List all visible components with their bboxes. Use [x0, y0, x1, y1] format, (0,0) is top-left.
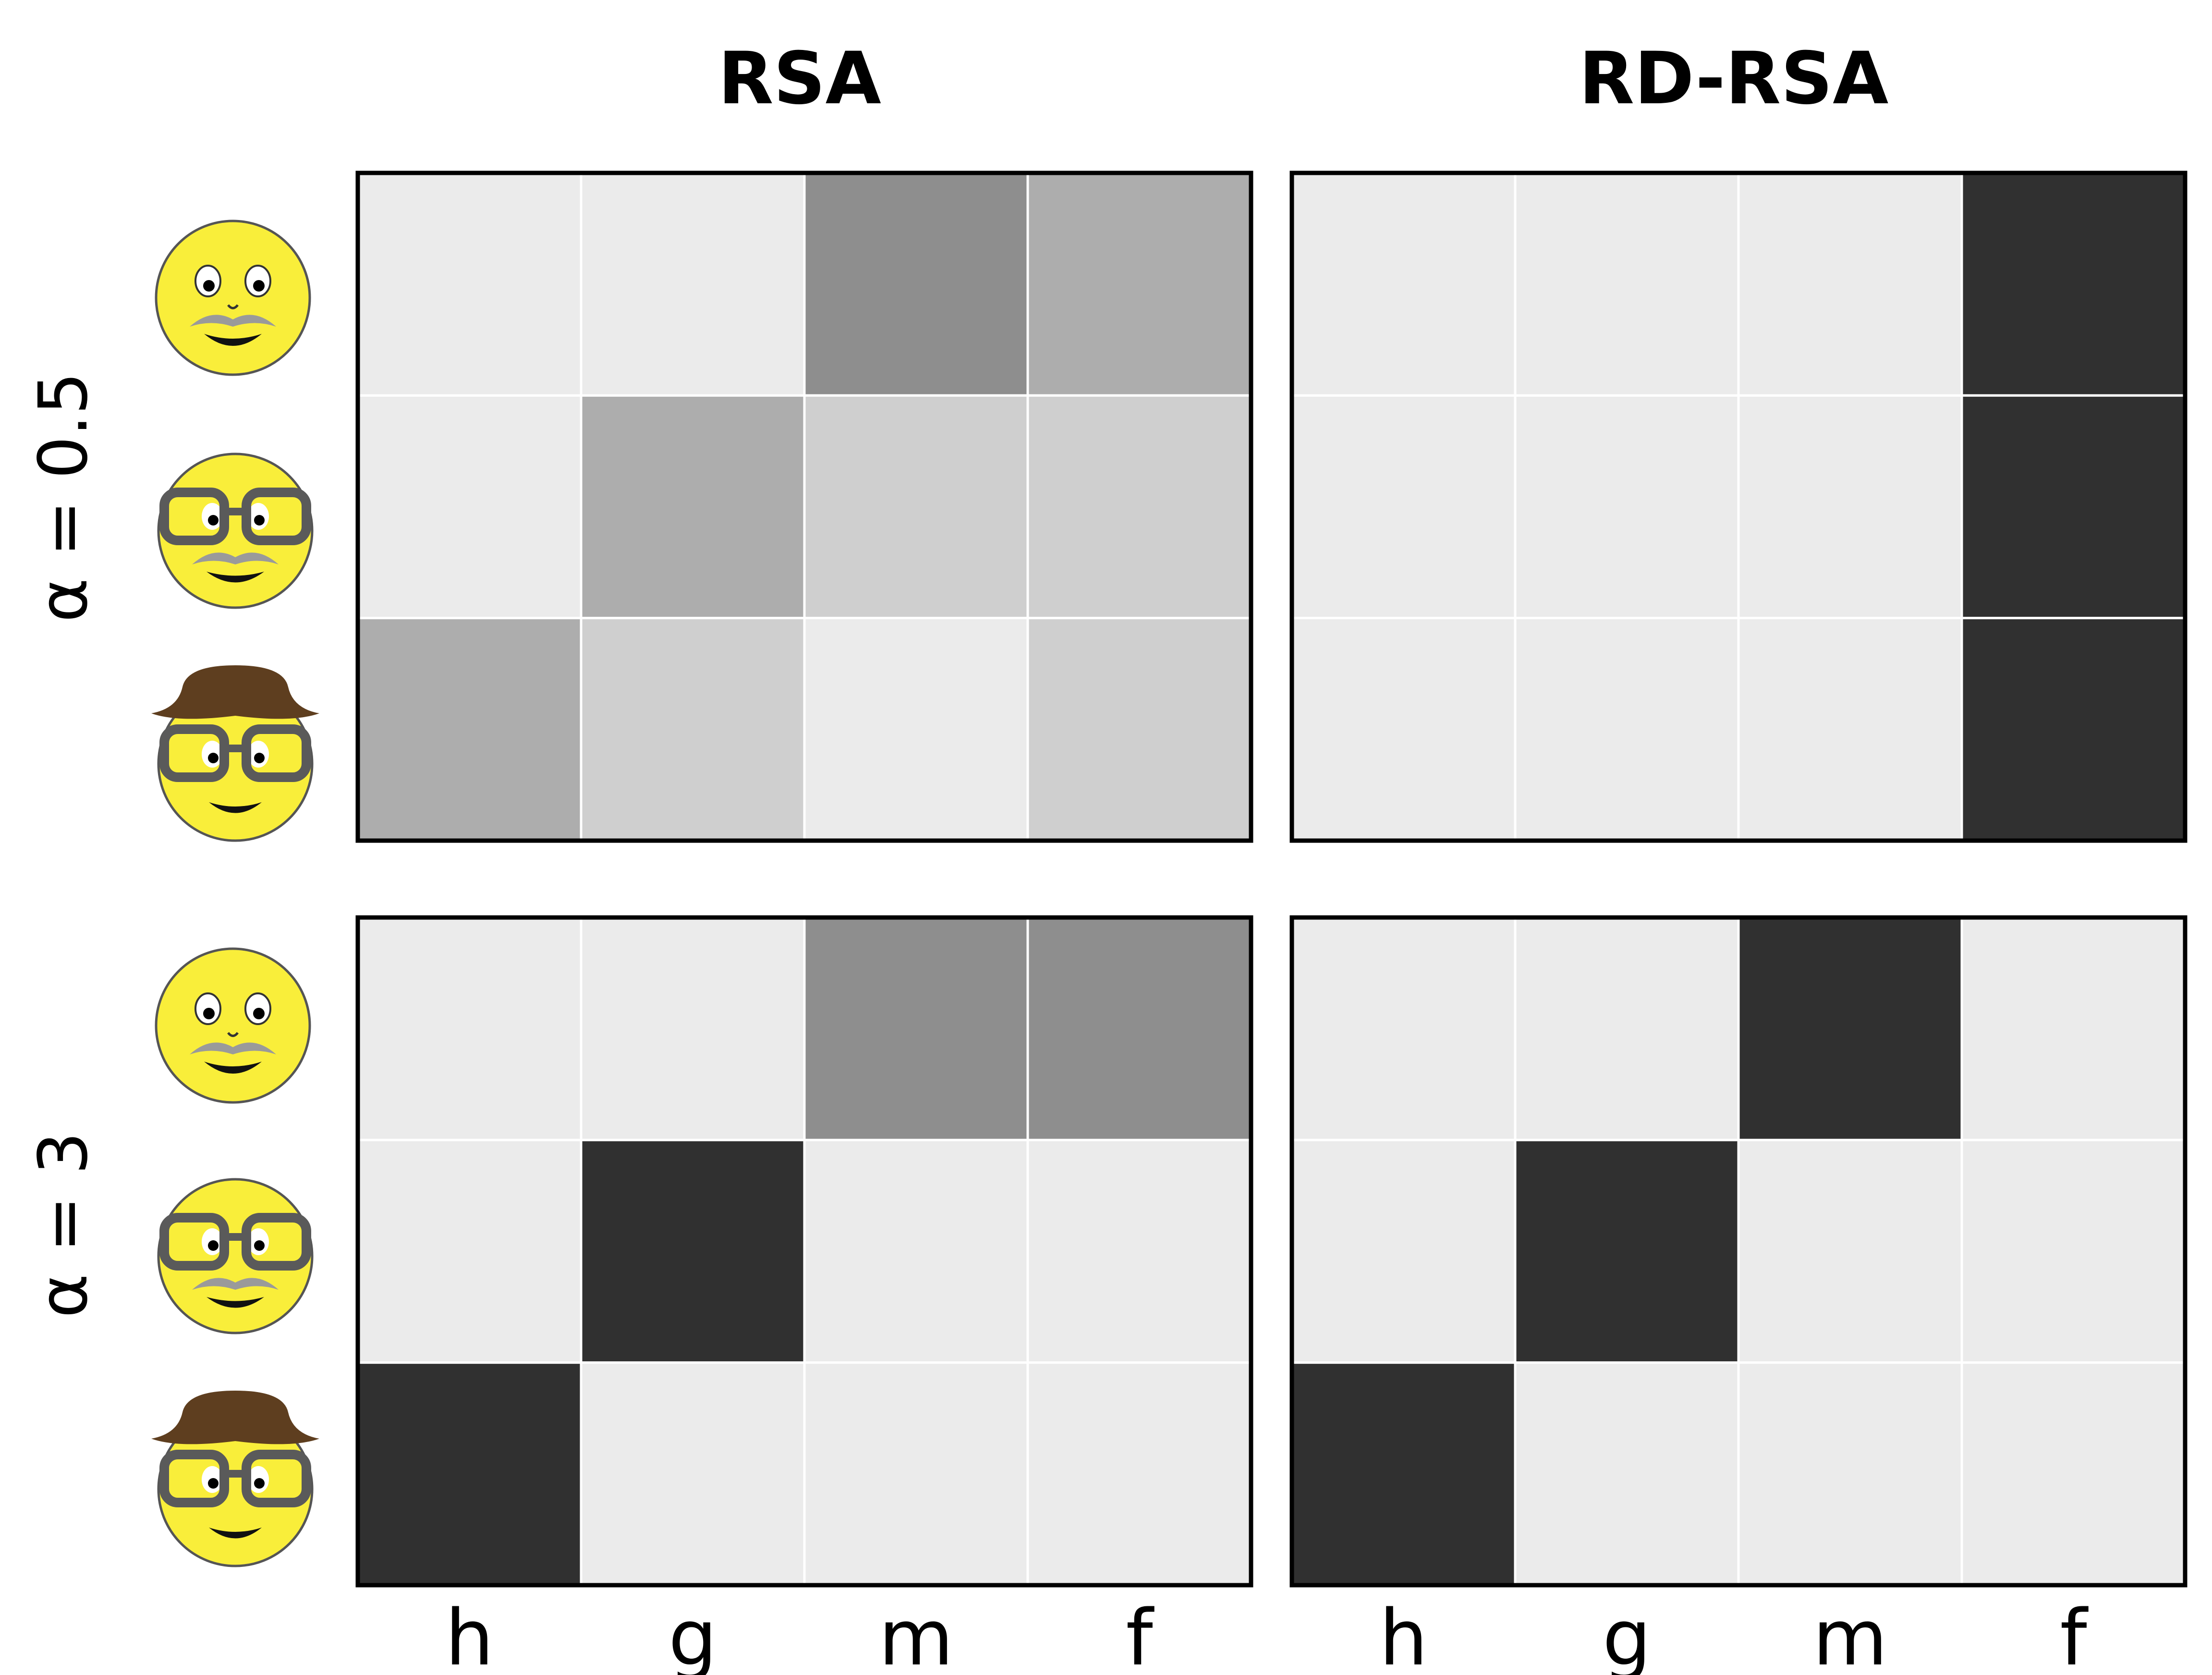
heatmap-cell	[1960, 394, 2187, 620]
heatmap-panels	[355, 171, 2188, 1588]
heatmap-cell	[1290, 1361, 1517, 1587]
column-title-rd-rsa: RD-RSA	[1579, 37, 1889, 121]
heatmap-cell	[580, 916, 806, 1141]
row-label-alpha-0-5: α = 0.5	[24, 372, 103, 622]
heatmap-cell	[1514, 171, 1740, 397]
mustache-face-icon	[156, 949, 310, 1102]
heatmap-cell	[1737, 1361, 1963, 1587]
heatmap-cell	[1290, 1138, 1517, 1364]
heatmap-cell	[1514, 394, 1740, 620]
glasses-mustache-face-icon	[158, 1179, 312, 1333]
heatmap-cell	[356, 617, 583, 842]
heatmap-cell	[356, 1138, 583, 1364]
heatmap-cell	[1960, 916, 2187, 1141]
heatmap-cell	[580, 171, 806, 397]
x-tick-label: f	[1126, 1593, 1155, 1675]
heatmap-cell	[1960, 617, 2187, 842]
heatmap-cell	[803, 171, 1029, 397]
mustache-face-icon	[156, 221, 310, 375]
hat-glasses-face-icon	[151, 665, 319, 841]
heatmap-cell	[580, 617, 806, 842]
heatmap-cell	[1514, 1138, 1740, 1364]
x-tick-label: m	[1813, 1593, 1888, 1675]
heatmap-cell	[1737, 394, 1963, 620]
panel-frame	[355, 171, 1253, 843]
heatmap-cell	[1960, 1138, 2187, 1364]
heatmap-panel-rd-rsa-row2	[1289, 915, 2188, 1588]
x-tick-label: f	[2060, 1593, 2089, 1675]
x-tick-label: g	[668, 1593, 717, 1675]
heatmap-cell	[1737, 916, 1963, 1141]
heatmap-cell	[580, 394, 806, 620]
heatmap-cell	[580, 1361, 806, 1587]
heatmap-cell	[356, 1361, 583, 1587]
panel-frame	[355, 915, 1253, 1588]
heatmap-cell	[1026, 394, 1252, 620]
x-tick-label: h	[445, 1593, 494, 1675]
heatmap-cell	[1290, 916, 1517, 1141]
heatmap-cell	[1026, 1361, 1252, 1587]
heatmap-cell	[803, 916, 1029, 1141]
heatmap-cell	[356, 394, 583, 620]
panel-frame	[1289, 915, 2188, 1588]
heatmap-cell	[1737, 617, 1963, 842]
heatmap-cell	[803, 394, 1029, 620]
heatmap-cell	[1290, 171, 1517, 397]
row-label-alpha-3: α = 3	[24, 1132, 103, 1318]
heatmap-cell	[1960, 1361, 2187, 1587]
x-tick-label: m	[879, 1593, 954, 1675]
column-title-rsa: RSA	[718, 37, 881, 121]
heatmap-cell	[1737, 1138, 1963, 1364]
heatmap-cell	[1290, 394, 1517, 620]
heatmap-panel-rd-rsa-row1	[1289, 171, 2188, 843]
panel-frame	[1289, 171, 2188, 843]
heatmap-cell	[803, 617, 1029, 842]
heatmap-panel-rsa-row1	[355, 171, 1253, 843]
heatmap-cell	[803, 1361, 1029, 1587]
heatmap-cell	[356, 916, 583, 1141]
heatmap-cell	[1960, 171, 2187, 397]
heatmap-cell	[580, 1138, 806, 1364]
heatmap-panel-rsa-row2	[355, 915, 1253, 1588]
heatmap-cell	[1514, 916, 1740, 1141]
x-tick-label: g	[1603, 1593, 1652, 1675]
heatmap-cell	[1514, 617, 1740, 842]
heatmap-cell	[803, 1138, 1029, 1364]
hat-glasses-face-icon	[151, 1391, 319, 1566]
heatmap-cell	[1026, 171, 1252, 397]
heatmap-cell	[356, 171, 583, 397]
heatmap-cell	[1026, 617, 1252, 842]
heatmap-cell	[1737, 171, 1963, 397]
heatmap-cell	[1026, 1138, 1252, 1364]
x-tick-label: h	[1379, 1593, 1428, 1675]
glasses-mustache-face-icon	[158, 454, 312, 608]
heatmap-cell	[1290, 617, 1517, 842]
heatmap-cell	[1514, 1361, 1740, 1587]
heatmap-cell	[1026, 916, 1252, 1141]
